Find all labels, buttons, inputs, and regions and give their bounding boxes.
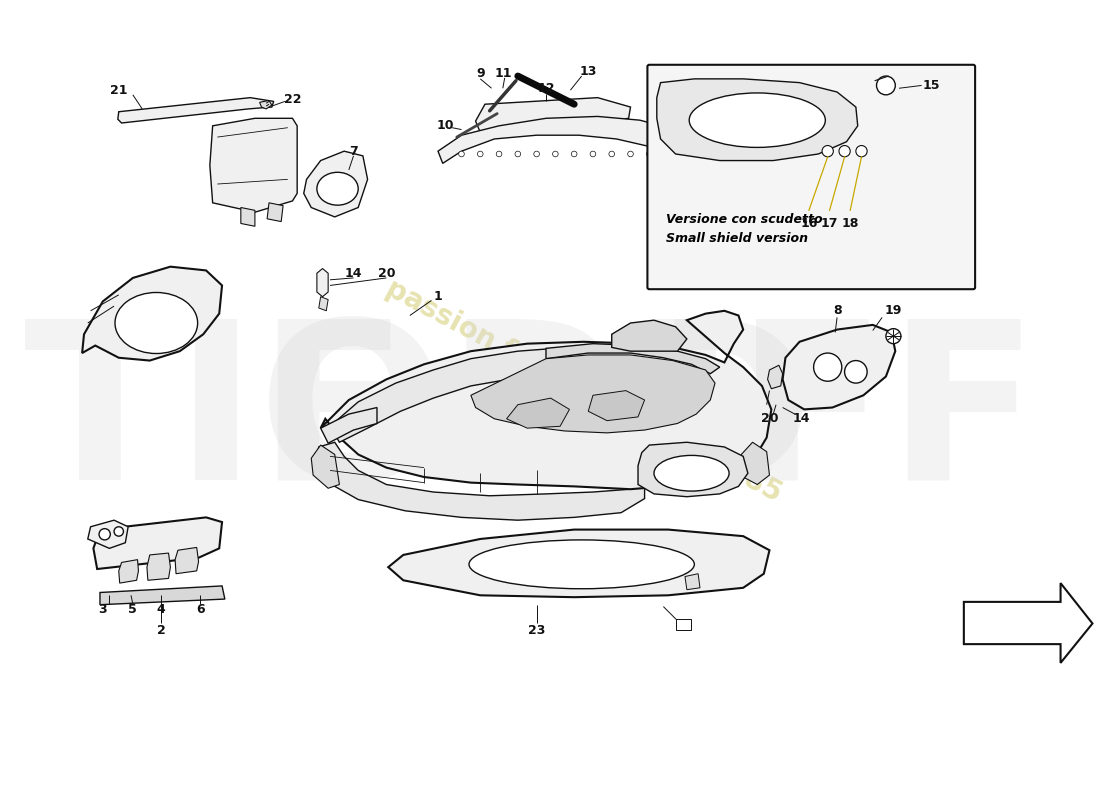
Text: 14: 14: [344, 266, 362, 280]
Circle shape: [571, 151, 578, 157]
Circle shape: [845, 361, 867, 383]
Polygon shape: [768, 366, 782, 389]
Polygon shape: [471, 355, 715, 433]
Polygon shape: [782, 325, 895, 410]
Circle shape: [647, 151, 652, 157]
Polygon shape: [438, 117, 682, 163]
Polygon shape: [612, 320, 686, 351]
Circle shape: [459, 151, 464, 157]
Circle shape: [856, 146, 867, 157]
Ellipse shape: [654, 455, 729, 491]
Ellipse shape: [690, 93, 825, 147]
Circle shape: [590, 151, 596, 157]
Circle shape: [609, 151, 615, 157]
Polygon shape: [311, 445, 340, 488]
Polygon shape: [319, 297, 328, 310]
Polygon shape: [657, 79, 858, 161]
Polygon shape: [317, 269, 328, 297]
Polygon shape: [330, 348, 556, 442]
Text: ODD: ODD: [257, 312, 815, 526]
Polygon shape: [304, 151, 367, 217]
Text: 4: 4: [156, 603, 165, 616]
Circle shape: [477, 151, 483, 157]
Circle shape: [114, 526, 123, 536]
Text: IFF: IFF: [653, 312, 1040, 526]
Polygon shape: [119, 560, 139, 583]
Polygon shape: [175, 547, 199, 574]
Circle shape: [496, 151, 502, 157]
Text: 16: 16: [800, 217, 817, 230]
Text: 5: 5: [129, 603, 138, 616]
Bar: [675, 618, 691, 630]
Text: 20: 20: [377, 266, 395, 280]
Polygon shape: [100, 586, 224, 605]
Polygon shape: [964, 583, 1092, 663]
Circle shape: [99, 529, 110, 540]
Polygon shape: [663, 114, 725, 151]
Circle shape: [814, 353, 842, 382]
Circle shape: [886, 329, 901, 344]
Polygon shape: [320, 310, 771, 490]
Text: 17: 17: [821, 217, 838, 230]
Polygon shape: [475, 98, 630, 132]
Text: 18: 18: [842, 217, 859, 230]
Circle shape: [628, 151, 634, 157]
FancyBboxPatch shape: [648, 65, 975, 289]
Text: TIF: TIF: [24, 312, 410, 526]
Polygon shape: [267, 203, 283, 222]
Polygon shape: [546, 344, 719, 374]
Polygon shape: [260, 101, 272, 109]
Text: 19: 19: [884, 304, 902, 318]
Polygon shape: [88, 520, 128, 548]
Text: 9: 9: [476, 66, 485, 80]
Circle shape: [515, 151, 520, 157]
Text: 15: 15: [922, 79, 939, 92]
Text: Versione con scudetto: Versione con scudetto: [667, 214, 823, 226]
Ellipse shape: [317, 172, 359, 205]
Text: 14: 14: [793, 412, 811, 426]
Polygon shape: [316, 442, 645, 520]
Text: 10: 10: [437, 119, 454, 132]
Circle shape: [552, 151, 558, 157]
Text: 8: 8: [833, 304, 842, 318]
Polygon shape: [118, 98, 274, 123]
Polygon shape: [241, 207, 255, 226]
Text: 1: 1: [433, 290, 442, 303]
Circle shape: [661, 151, 667, 157]
Text: 11: 11: [495, 66, 513, 80]
Polygon shape: [638, 442, 748, 497]
Polygon shape: [588, 390, 645, 421]
Polygon shape: [685, 574, 700, 590]
Polygon shape: [507, 398, 570, 428]
Text: Small shield version: Small shield version: [667, 232, 808, 246]
Polygon shape: [388, 530, 770, 597]
Circle shape: [839, 146, 850, 157]
Polygon shape: [94, 518, 222, 569]
Polygon shape: [147, 553, 170, 580]
Text: 3: 3: [99, 603, 107, 616]
Polygon shape: [210, 118, 297, 212]
Polygon shape: [741, 442, 770, 485]
Text: 20: 20: [761, 412, 778, 426]
Polygon shape: [82, 266, 222, 361]
Circle shape: [822, 146, 834, 157]
Circle shape: [877, 76, 895, 95]
Text: 13: 13: [580, 65, 597, 78]
Text: 2: 2: [156, 623, 165, 637]
Ellipse shape: [116, 293, 198, 354]
Ellipse shape: [469, 540, 694, 589]
Polygon shape: [320, 407, 377, 443]
Text: passion for parts since 1985: passion for parts since 1985: [381, 274, 786, 507]
Text: 21: 21: [110, 84, 128, 97]
Text: 22: 22: [284, 93, 301, 106]
Circle shape: [534, 151, 539, 157]
Text: 6: 6: [196, 603, 205, 616]
Text: 23: 23: [528, 623, 546, 637]
Text: 12: 12: [537, 82, 554, 94]
Text: 7: 7: [349, 145, 358, 158]
